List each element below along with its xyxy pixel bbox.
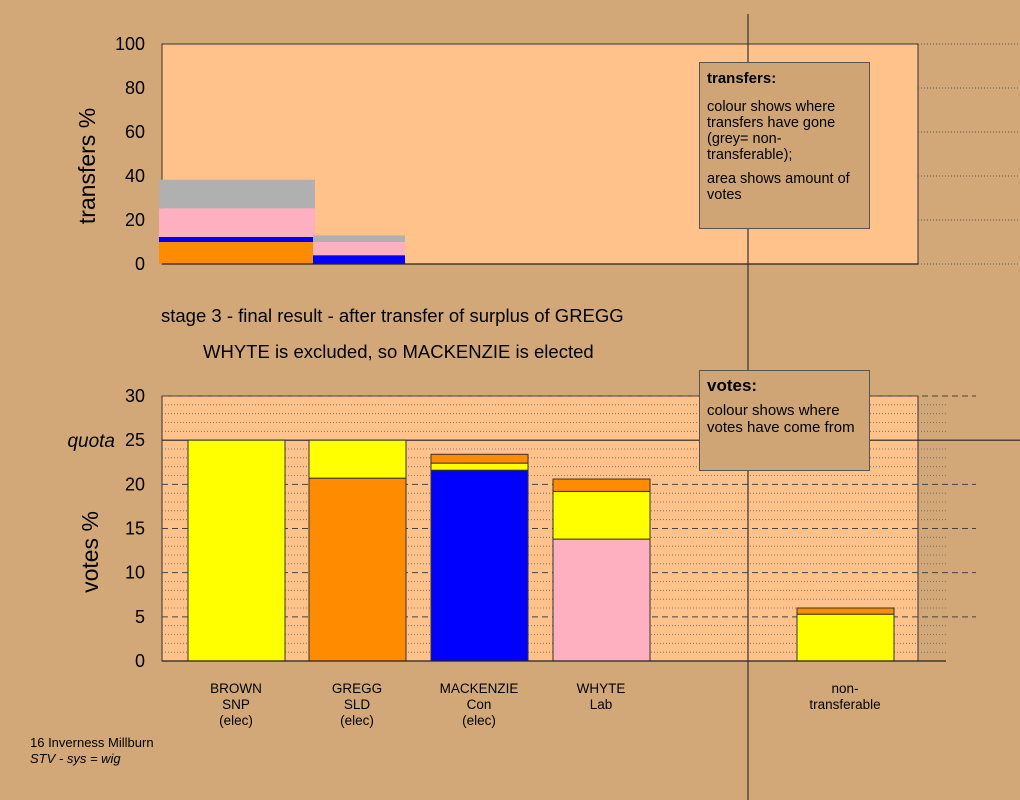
votes-y-tick-label: 5 xyxy=(135,607,145,627)
votes-y-tick-label: 20 xyxy=(125,474,145,494)
vote-segment-whyte-snp xyxy=(552,490,651,540)
vote-segment-gregg-sld xyxy=(308,477,407,662)
votes-y-tick-label: 10 xyxy=(125,563,145,583)
candidate-label: BROWN SNP (elec) xyxy=(210,681,262,728)
vote-segment-whyte-sld xyxy=(552,478,651,492)
transfers-y-tick-label: 20 xyxy=(125,210,145,230)
transfer-segment-sld xyxy=(159,242,315,264)
vote-segment-non-transferable-sld xyxy=(796,607,895,615)
transfers-y-tick-label: 60 xyxy=(125,122,145,142)
vote-segment-mackenzie-con xyxy=(430,469,529,662)
votes-y-tick-label: 30 xyxy=(125,386,145,406)
transfer-segment-non-transferable xyxy=(313,235,405,242)
transfers-legend-colour-note: colour shows where transfers have gone (… xyxy=(707,99,836,163)
constituency-label: 16 Inverness Millburn xyxy=(30,735,154,750)
transfers-y-axis-label: transfers % xyxy=(74,108,100,224)
transfers-y-tick-label: 40 xyxy=(125,166,145,186)
transfers-y-tick-label: 80 xyxy=(125,78,145,98)
transfer-segment-con xyxy=(313,255,405,264)
transfers-y-tick-label: 100 xyxy=(115,34,145,54)
transfers-legend-area-note: area shows amount of votes xyxy=(707,171,850,203)
stage-title: stage 3 - final result - after transfer … xyxy=(161,305,624,326)
votes-legend-heading: votes: xyxy=(707,376,758,395)
candidate-label: MACKENZIE Con (elec) xyxy=(440,681,519,728)
candidate-axis-labels: BROWN SNP (elec) GREGG SLD (elec) MACKENZIE Con… xyxy=(210,681,881,728)
transfers-chart: 0 20 40 60 80 100 transfers % xyxy=(74,34,1020,274)
transfer-segment-non-transferable xyxy=(159,179,315,209)
vote-segment-mackenzie-snp xyxy=(430,462,529,471)
votes-legend-box: votes: colour shows where votes have com… xyxy=(699,370,870,471)
candidate-label: WHYTE Lab xyxy=(577,681,626,712)
transfers-legend-box: transfers: colour shows where transfers … xyxy=(699,62,870,229)
votes-y-tick-label: 25 xyxy=(125,430,145,450)
votes-y-tick-label: 15 xyxy=(125,519,145,539)
stage-subtitle: WHYTE is excluded, so MACKENZIE is elect… xyxy=(203,341,594,362)
candidate-label: non-transferable xyxy=(809,681,880,712)
transfer-segment-lab xyxy=(313,242,405,256)
votes-y-tick-label: 0 xyxy=(135,651,145,671)
transfer-segment-con xyxy=(159,236,315,242)
vote-segment-gregg-snp xyxy=(308,439,407,479)
vote-segment-mackenzie-sld xyxy=(430,453,529,464)
transfer-segment-lab xyxy=(159,208,315,237)
vote-segment-non-transferable-snp xyxy=(796,613,895,662)
vote-segment-brown-snp xyxy=(187,439,286,662)
system-label: STV - sys = wig xyxy=(30,751,121,766)
transfers-legend-heading: transfers: xyxy=(707,70,777,87)
vote-segment-whyte-lab xyxy=(552,538,651,662)
votes-chart: 0 5 10 15 20 25 30 quota votes % xyxy=(67,386,1020,671)
quota-label: quota xyxy=(67,431,115,452)
transfers-y-tick-label: 0 xyxy=(135,254,145,274)
candidate-label: GREGG SLD (elec) xyxy=(332,681,382,728)
votes-legend-colour-note: colour shows where votes have come from xyxy=(707,402,855,436)
votes-y-axis-label: votes % xyxy=(77,511,103,593)
